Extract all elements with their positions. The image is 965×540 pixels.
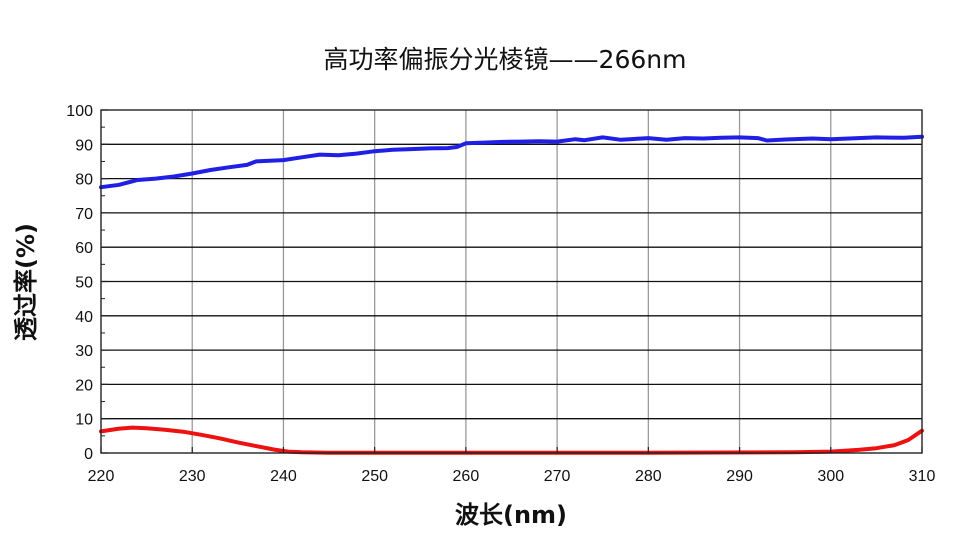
y-tick-label-0: 0 (84, 446, 93, 463)
x-tick-label-300: 300 (817, 468, 844, 485)
y-tick-label-80: 80 (75, 172, 93, 189)
x-axis-label: 波长(nm) (455, 501, 567, 529)
x-tick-label-270: 270 (544, 468, 571, 485)
y-tick-label-20: 20 (75, 377, 93, 394)
x-tick-label-280: 280 (635, 468, 662, 485)
x-tick-label-310: 310 (909, 468, 936, 485)
y-tick-label-10: 10 (75, 412, 93, 429)
y-tick-label-100: 100 (66, 103, 93, 120)
y-tick-label-50: 50 (75, 275, 93, 292)
y-tick-label-60: 60 (75, 240, 93, 257)
y-axis-ticks: 0 10 20 30 40 50 60 70 80 90 100 (66, 103, 108, 463)
x-tick-label-230: 230 (179, 468, 206, 485)
series-line-2 (99, 425, 924, 455)
series-line-1 (99, 134, 924, 190)
x-axis-ticks: 220 230 240 250 260 270 280 290 300 310 (88, 447, 936, 485)
y-tick-label-30: 30 (75, 343, 93, 360)
x-tick-label-240: 240 (270, 468, 297, 485)
x-tick-label-250: 250 (361, 468, 388, 485)
y-tick-label-70: 70 (75, 206, 93, 223)
y-tick-label-40: 40 (75, 309, 93, 326)
y-tick-label-90: 90 (75, 137, 93, 154)
x-tick-label-220: 220 (88, 468, 115, 485)
x-tick-label-290: 290 (726, 468, 753, 485)
y-axis-label: 透过率(%) (12, 223, 40, 341)
x-tick-label-260: 260 (453, 468, 480, 485)
grid (101, 110, 922, 453)
chart-title: 高功率偏振分光棱镜——266nm (324, 45, 687, 74)
series-group (99, 134, 924, 455)
